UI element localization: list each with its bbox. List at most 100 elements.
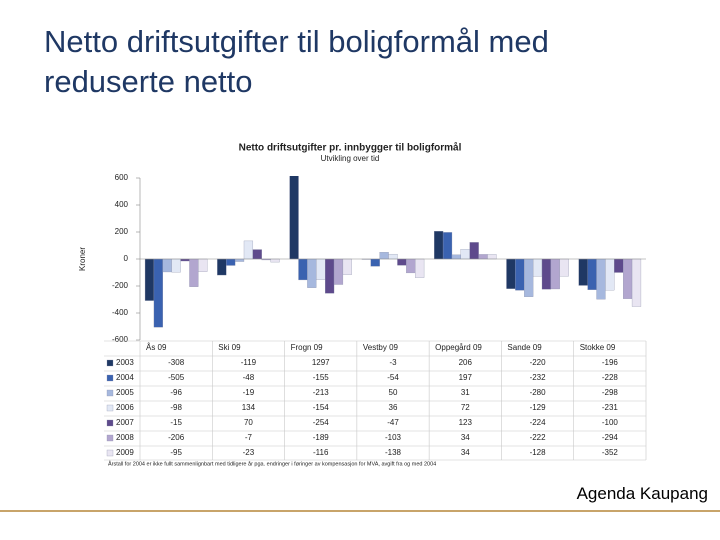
- table-value: 134: [242, 403, 256, 412]
- table-value: -119: [241, 358, 257, 367]
- bar: [415, 258, 425, 278]
- bar: [198, 258, 208, 272]
- x-tick-label: Ski 09: [218, 343, 241, 352]
- table-value: -103: [385, 433, 402, 442]
- bar: [289, 176, 299, 260]
- table-value: -220: [530, 358, 547, 367]
- table-value: -154: [313, 403, 330, 412]
- legend-swatch: [106, 374, 114, 382]
- bar: [631, 258, 642, 307]
- table-value: 70: [244, 418, 253, 427]
- bar: [234, 258, 245, 262]
- bar: [451, 254, 461, 260]
- footnote: Årstall for 2004 er ikke fullt sammenlig…: [108, 460, 436, 467]
- table-value: -294: [602, 433, 619, 442]
- table-value: -155: [313, 373, 330, 382]
- table-value: -222: [530, 433, 547, 442]
- legend-swatch: [106, 389, 114, 397]
- y-tick-label: -400: [112, 308, 129, 317]
- table-value: -128: [530, 448, 547, 457]
- bar: [532, 258, 543, 277]
- plot-area: [144, 176, 642, 328]
- bar: [388, 253, 398, 260]
- table-value: 1297: [312, 358, 330, 367]
- bar: [578, 258, 588, 286]
- footer-rule: [0, 510, 720, 512]
- bar: [487, 254, 497, 260]
- bar: [550, 258, 560, 290]
- legend-swatch: [106, 419, 114, 427]
- table-value: -48: [243, 373, 255, 382]
- table-value: 31: [461, 388, 470, 397]
- bar: [342, 258, 352, 275]
- x-tick-label: Oppegård 09: [435, 343, 482, 352]
- table-value: -224: [530, 418, 547, 427]
- table-value: -280: [530, 388, 547, 397]
- table-value: -206: [168, 433, 185, 442]
- y-tick-label: -600: [112, 335, 129, 344]
- y-tick-label: -200: [112, 281, 129, 290]
- table-value: 72: [461, 403, 470, 412]
- table-value: 36: [389, 403, 398, 412]
- bar: [587, 258, 597, 290]
- bar: [515, 258, 525, 291]
- bar: [243, 240, 254, 260]
- legend-label: 2006: [116, 403, 134, 412]
- bar: [469, 242, 479, 260]
- bar: [614, 258, 624, 273]
- footer: Agenda Kaupang: [576, 484, 708, 503]
- table-value: -54: [387, 373, 399, 382]
- table-value: -231: [602, 403, 619, 412]
- table-value: -505: [168, 373, 185, 382]
- table-value: -96: [170, 388, 182, 397]
- bar: [189, 258, 199, 287]
- bar: [406, 258, 416, 274]
- table-value: -196: [602, 358, 619, 367]
- table-value: -23: [243, 448, 255, 457]
- bar: [596, 258, 606, 300]
- legend-label: 2007: [116, 418, 134, 427]
- bar: [524, 258, 534, 297]
- bar: [144, 258, 155, 301]
- table-value: -129: [530, 403, 547, 412]
- x-tick-label: Sande 09: [507, 343, 542, 352]
- bar: [153, 258, 163, 328]
- table-value: -138: [385, 448, 402, 457]
- slide-title: Netto driftsutgifter til boligformål med…: [44, 24, 549, 99]
- legend-swatch: [106, 434, 114, 442]
- bar: [397, 258, 407, 266]
- table-value: 197: [459, 373, 473, 382]
- legend-swatch: [106, 449, 114, 457]
- table-value: 50: [389, 388, 398, 397]
- table-value: -213: [313, 388, 330, 397]
- table-value: -95: [170, 448, 182, 457]
- table-value: -352: [602, 448, 619, 457]
- bar: [333, 258, 344, 285]
- legend-label: 2003: [116, 358, 134, 367]
- bar: [180, 258, 190, 262]
- bar: [270, 258, 280, 263]
- table-value: -228: [602, 373, 619, 382]
- bar: [478, 254, 488, 260]
- bar: [442, 232, 453, 260]
- bar: [605, 258, 615, 291]
- table-value: -100: [602, 418, 619, 427]
- table-value: 34: [461, 433, 470, 442]
- bar: [379, 252, 389, 260]
- legend-label: 2005: [116, 388, 134, 397]
- y-tick-label: 0: [124, 254, 129, 263]
- bar: [298, 258, 308, 281]
- table-value: 34: [461, 448, 470, 457]
- x-tick-label: Ås 09: [146, 343, 167, 352]
- y-axis-label: Kroner: [78, 247, 87, 271]
- chart-subtitle: Utvikling over tid: [321, 154, 380, 163]
- legend-label: 2004: [116, 373, 134, 382]
- table-value: -298: [602, 388, 619, 397]
- table-value: -47: [387, 418, 399, 427]
- bar: [460, 249, 470, 260]
- bar: [217, 258, 227, 276]
- y-tick-label: 400: [115, 200, 129, 209]
- table-value: -7: [245, 433, 253, 442]
- table-value: 206: [459, 358, 473, 367]
